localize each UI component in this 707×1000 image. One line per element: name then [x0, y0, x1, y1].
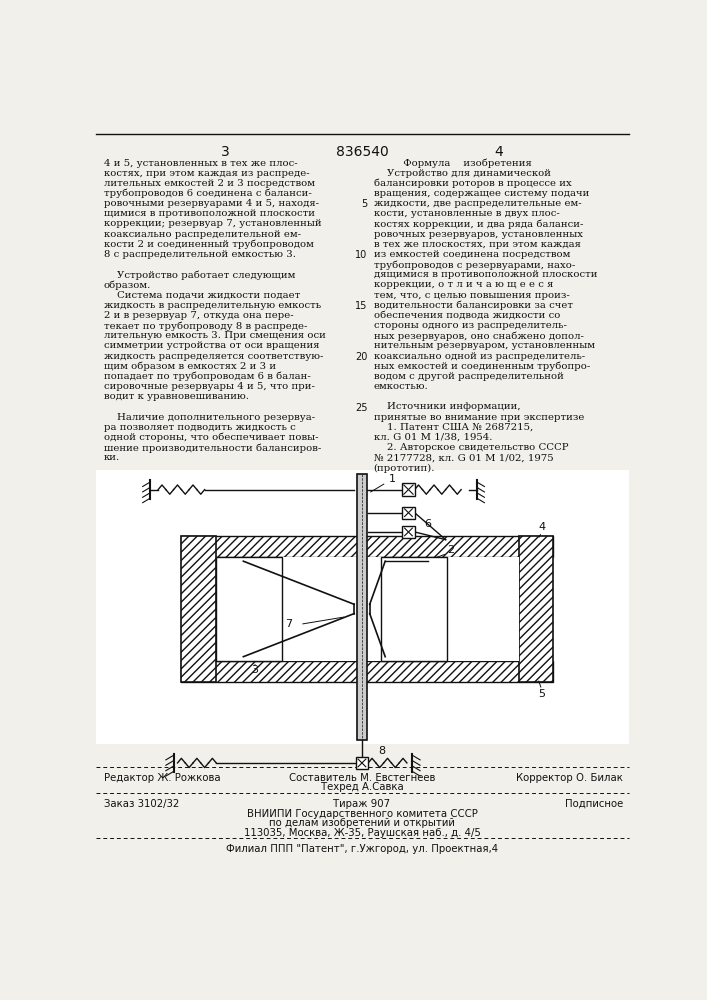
Text: емкостью.: емкостью. [373, 382, 428, 391]
Text: ВНИИПИ Государственного комитета СССР: ВНИИПИ Государственного комитета СССР [247, 809, 477, 819]
Text: Формула    изобретения: Формула изобретения [373, 158, 532, 168]
Text: (прототип).: (прототип). [373, 463, 435, 473]
Text: текает по трубопроводу 8 в распреде-: текает по трубопроводу 8 в распреде- [104, 321, 308, 331]
Text: Устройство для динамической: Устройство для динамической [373, 169, 551, 178]
Bar [381, 557, 448, 661]
Text: щим образом в емкостях 2 и 3 и: щим образом в емкостях 2 и 3 и [104, 362, 276, 371]
Bar [96, 470, 629, 744]
Text: Заказ 3102/32: Заказ 3102/32 [104, 799, 179, 809]
Text: в тех же плоскостях, при этом каждая: в тех же плоскостях, при этом каждая [373, 240, 580, 249]
Text: 5: 5 [538, 689, 545, 699]
Text: трубопроводов с резервуарами, нахо-: трубопроводов с резервуарами, нахо- [373, 260, 575, 270]
Text: Подписное: Подписное [565, 799, 623, 809]
Bar [402, 483, 414, 496]
Text: ровочными резервуарами 4 и 5, находя-: ровочными резервуарами 4 и 5, находя- [104, 199, 319, 208]
Text: 4: 4 [538, 522, 545, 532]
Text: 10: 10 [355, 250, 368, 260]
Text: 8 с распределительной емкостью 3.: 8 с распределительной емкостью 3. [104, 250, 296, 259]
Text: 4 и 5, установленных в тех же плос-: 4 и 5, установленных в тех же плос- [104, 158, 298, 167]
Text: дящимися в противоположной плоскости: дящимися в противоположной плоскости [373, 270, 597, 279]
Text: стороны одного из распределитель-: стороны одного из распределитель- [373, 321, 566, 330]
Text: ки.: ки. [104, 453, 120, 462]
Text: кл. G 01 M 1/38, 1954.: кл. G 01 M 1/38, 1954. [373, 433, 492, 442]
Text: 836540: 836540 [336, 145, 388, 159]
Text: по делам изобретений и открытий: по делам изобретений и открытий [269, 818, 455, 828]
Bar [216, 557, 282, 661]
Text: Корректор О. Билак: Корректор О. Билак [516, 773, 623, 783]
Text: лительных емкостей 2 и 3 посредством: лительных емкостей 2 и 3 посредством [104, 179, 315, 188]
Text: шение производительности балансиров-: шение производительности балансиров- [104, 443, 321, 453]
Bar [182, 661, 554, 682]
Text: 25: 25 [355, 403, 368, 413]
Text: Составитель М. Евстегнеев: Составитель М. Евстегнеев [288, 773, 435, 783]
Text: 2 и в резервуар 7, откуда она пере-: 2 и в резервуар 7, откуда она пере- [104, 311, 293, 320]
Text: коррекции; резервуар 7, установленный: коррекции; резервуар 7, установленный [104, 219, 322, 228]
Text: жидкость распределяется соответствую-: жидкость распределяется соответствую- [104, 352, 323, 361]
Text: 15: 15 [355, 301, 368, 311]
Text: кости, установленные в двух плос-: кости, установленные в двух плос- [373, 209, 559, 218]
Text: коррекции, о т л и ч а ю щ е е с я: коррекции, о т л и ч а ю щ е е с я [373, 280, 553, 289]
Text: Система подачи жидкости подает: Система подачи жидкости подает [104, 291, 300, 300]
Text: сировочные резервуары 4 и 5, что при-: сировочные резервуары 4 и 5, что при- [104, 382, 315, 391]
Bar [356, 757, 368, 769]
Text: 2: 2 [448, 545, 455, 555]
Bar [356, 474, 368, 740]
Text: Наличие дополнительного резервуа-: Наличие дополнительного резервуа- [104, 413, 315, 422]
Bar [518, 536, 554, 682]
Text: щимися в противоположной плоскости: щимися в противоположной плоскости [104, 209, 315, 218]
Text: вращения, содержащее систему подачи: вращения, содержащее систему подачи [373, 189, 589, 198]
Text: ровочных резервуаров, установленных: ровочных резервуаров, установленных [373, 230, 583, 239]
Text: Редактор Ж. Рожкова: Редактор Ж. Рожкова [104, 773, 221, 783]
Text: Тираж 907: Тираж 907 [334, 799, 390, 809]
Text: симметрии устройства от оси вращения: симметрии устройства от оси вращения [104, 341, 320, 350]
Text: коаксиально одной из распределитель-: коаксиально одной из распределитель- [373, 352, 585, 361]
Text: 7: 7 [285, 619, 292, 629]
Text: водительности балансировки за счет: водительности балансировки за счет [373, 301, 573, 310]
Text: 2. Авторское свидетельство СССР: 2. Авторское свидетельство СССР [373, 443, 568, 452]
Text: ра позволяет подводить жидкость с: ра позволяет подводить жидкость с [104, 423, 296, 432]
Bar [182, 536, 216, 682]
Text: жидкости, две распределительные ем-: жидкости, две распределительные ем- [373, 199, 581, 208]
Text: 1. Патент США № 2687215,: 1. Патент США № 2687215, [373, 423, 533, 432]
Text: 113035, Москва, Ж-35, Раушская наб., д. 4/5: 113035, Москва, Ж-35, Раушская наб., д. … [243, 828, 480, 838]
Text: 1: 1 [370, 474, 396, 492]
Text: 4: 4 [495, 145, 503, 159]
Text: Устройство работает следующим: Устройство работает следующим [104, 270, 296, 280]
Text: из емкостей соединена посредством: из емкостей соединена посредством [373, 250, 570, 259]
Text: 6: 6 [424, 519, 431, 529]
Text: обеспечения подвода жидкости со: обеспечения подвода жидкости со [373, 311, 560, 320]
Text: водом с другой распределительной: водом с другой распределительной [373, 372, 563, 381]
Text: костях, при этом каждая из распреде-: костях, при этом каждая из распреде- [104, 169, 310, 178]
Bar [402, 507, 414, 519]
Text: кости 2 и соединенный трубопроводом: кости 2 и соединенный трубопроводом [104, 240, 314, 249]
Bar [182, 536, 554, 557]
Text: одной стороны, что обеспечивает повы-: одной стороны, что обеспечивает повы- [104, 433, 318, 442]
Text: нительным резервуаром, установленным: нительным резервуаром, установленным [373, 341, 595, 350]
Text: 5: 5 [361, 199, 368, 209]
Text: ных резервуаров, оно снабжено допол-: ных резервуаров, оно снабжено допол- [373, 331, 583, 341]
Text: костях коррекции, и два ряда баланси-: костях коррекции, и два ряда баланси- [373, 219, 583, 229]
Text: балансировки роторов в процессе их: балансировки роторов в процессе их [373, 179, 571, 188]
Text: 20: 20 [355, 352, 368, 362]
Text: 3: 3 [252, 665, 259, 675]
Text: ных емкостей и соединенным трубопро-: ных емкостей и соединенным трубопро- [373, 362, 590, 371]
Bar [216, 557, 518, 661]
Text: трубопроводов 6 соединена с баланси-: трубопроводов 6 соединена с баланси- [104, 189, 312, 198]
Text: коаксиально распределительной ем-: коаксиально распределительной ем- [104, 230, 301, 239]
Text: попадает по трубопроводам 6 в балан-: попадает по трубопроводам 6 в балан- [104, 372, 310, 381]
Text: № 2177728, кл. G 01 M 1/02, 1975: № 2177728, кл. G 01 M 1/02, 1975 [373, 453, 553, 462]
Text: жидкость в распределительную емкость: жидкость в распределительную емкость [104, 301, 321, 310]
Text: водит к уравновешиванию.: водит к уравновешиванию. [104, 392, 249, 401]
Bar [402, 526, 414, 538]
Text: Источники информации,: Источники информации, [373, 402, 520, 411]
Text: 3: 3 [221, 145, 230, 159]
Text: Филиал ППП "Патент", г.Ужгород, ул. Проектная,4: Филиал ППП "Патент", г.Ужгород, ул. Прое… [226, 844, 498, 854]
Text: 8: 8 [378, 746, 385, 756]
Text: принятые во внимание при экспертизе: принятые во внимание при экспертизе [373, 413, 584, 422]
Text: образом.: образом. [104, 280, 151, 290]
Text: Техред А.Савка: Техред А.Савка [320, 782, 403, 792]
Text: лительную емкость 3. При смещения оси: лительную емкость 3. При смещения оси [104, 331, 326, 340]
Text: тем, что, с целью повышения произ-: тем, что, с целью повышения произ- [373, 291, 569, 300]
